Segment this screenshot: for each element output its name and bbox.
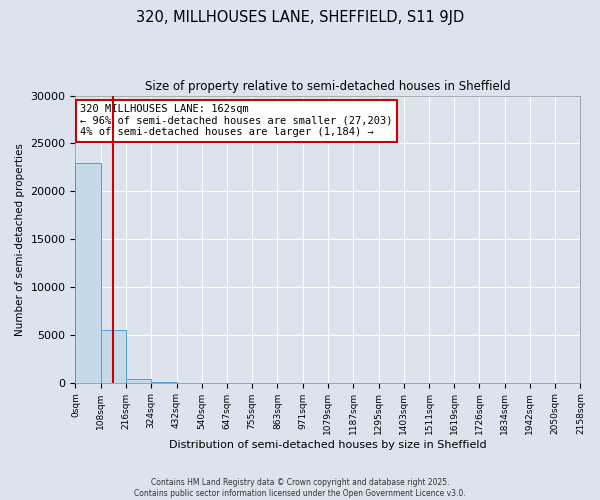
Text: Contains HM Land Registry data © Crown copyright and database right 2025.
Contai: Contains HM Land Registry data © Crown c… bbox=[134, 478, 466, 498]
Y-axis label: Number of semi-detached properties: Number of semi-detached properties bbox=[15, 142, 25, 336]
Bar bbox=[76, 162, 101, 382]
Bar bbox=[126, 379, 151, 382]
Bar bbox=[101, 330, 126, 382]
Text: 320, MILLHOUSES LANE, SHEFFIELD, S11 9JD: 320, MILLHOUSES LANE, SHEFFIELD, S11 9JD bbox=[136, 10, 464, 25]
Title: Size of property relative to semi-detached houses in Sheffield: Size of property relative to semi-detach… bbox=[145, 80, 511, 93]
X-axis label: Distribution of semi-detached houses by size in Sheffield: Distribution of semi-detached houses by … bbox=[169, 440, 487, 450]
Text: 320 MILLHOUSES LANE: 162sqm
← 96% of semi-detached houses are smaller (27,203)
4: 320 MILLHOUSES LANE: 162sqm ← 96% of sem… bbox=[80, 104, 393, 138]
